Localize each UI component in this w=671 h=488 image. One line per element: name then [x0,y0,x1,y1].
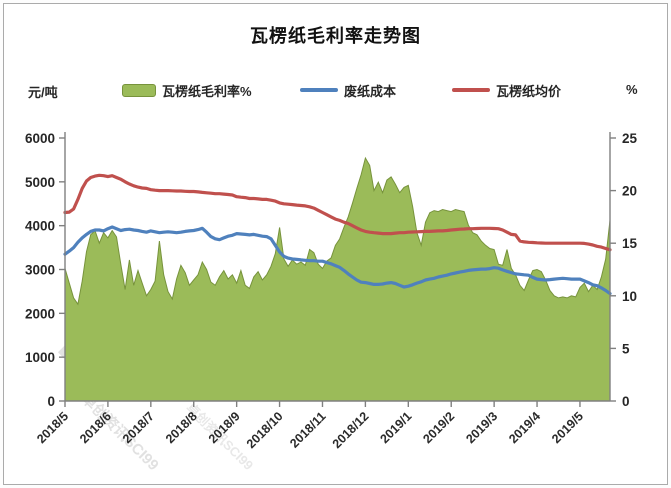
right-tick-label: 20 [622,184,637,199]
x-tick-label: 2018/12 [330,409,372,451]
series-group [63,156,612,402]
legend-item-cost: 废纸成本 [300,80,396,100]
chart-title: 瓦楞纸毛利率走势图 [250,26,421,46]
x-tick-label: 2018/11 [287,409,328,450]
x-tick-label: 2019/3 [463,409,500,446]
left-tick-label: 4000 [25,219,55,234]
legend: 元/吨 瓦楞纸毛利率% 废纸成本 瓦楞纸均价 % [0,80,671,100]
legend-label-price: 瓦楞纸均价 [496,83,562,99]
right-tick-label: 25 [622,131,638,146]
x-tick-label: 2018/5 [34,409,71,446]
legend-line-swatch-price-icon [452,87,490,93]
left-tick-label: 3000 [25,263,55,278]
x-tick-label: 2018/9 [206,409,243,446]
x-tick-label: 2018/10 [244,409,286,451]
left-tick-label: 2000 [25,306,55,321]
right-tick-label: 10 [622,289,637,304]
legend-label-cost: 废纸成本 [344,83,397,99]
x-tick-label: 2018/8 [163,409,200,446]
legend-label-margin: 瓦楞纸毛利率% [162,83,252,99]
line-series-cost [63,225,612,296]
x-tick-label: 2019/1 [377,409,414,446]
x-tick-label: 2019/2 [420,409,457,446]
left-tick-label: 5000 [25,175,55,190]
left-tick-label: 6000 [25,131,55,146]
right-tick-label: 5 [622,341,630,356]
x-tick-label: 2019/5 [549,409,586,446]
area-series-margin [64,156,611,402]
x-tick-label: 2018/6 [77,409,114,446]
right-axis-unit: % [626,82,638,97]
line-series-price [63,173,612,252]
right-tick-label: 0 [622,394,630,409]
x-tick-label: 2019/4 [506,409,543,446]
left-tick-label: 0 [47,394,55,409]
legend-item-margin: 瓦楞纸毛利率% [122,80,252,100]
legend-area-swatch-icon [122,83,156,97]
legend-line-swatch-cost-icon [300,87,338,93]
left-tick-label: 1000 [25,350,55,365]
legend-item-price: 瓦楞纸均价 [452,80,561,100]
left-axis-unit: 元/吨 [28,85,58,100]
right-tick-label: 15 [622,236,638,251]
x-tick-label: 2018/7 [120,409,157,446]
